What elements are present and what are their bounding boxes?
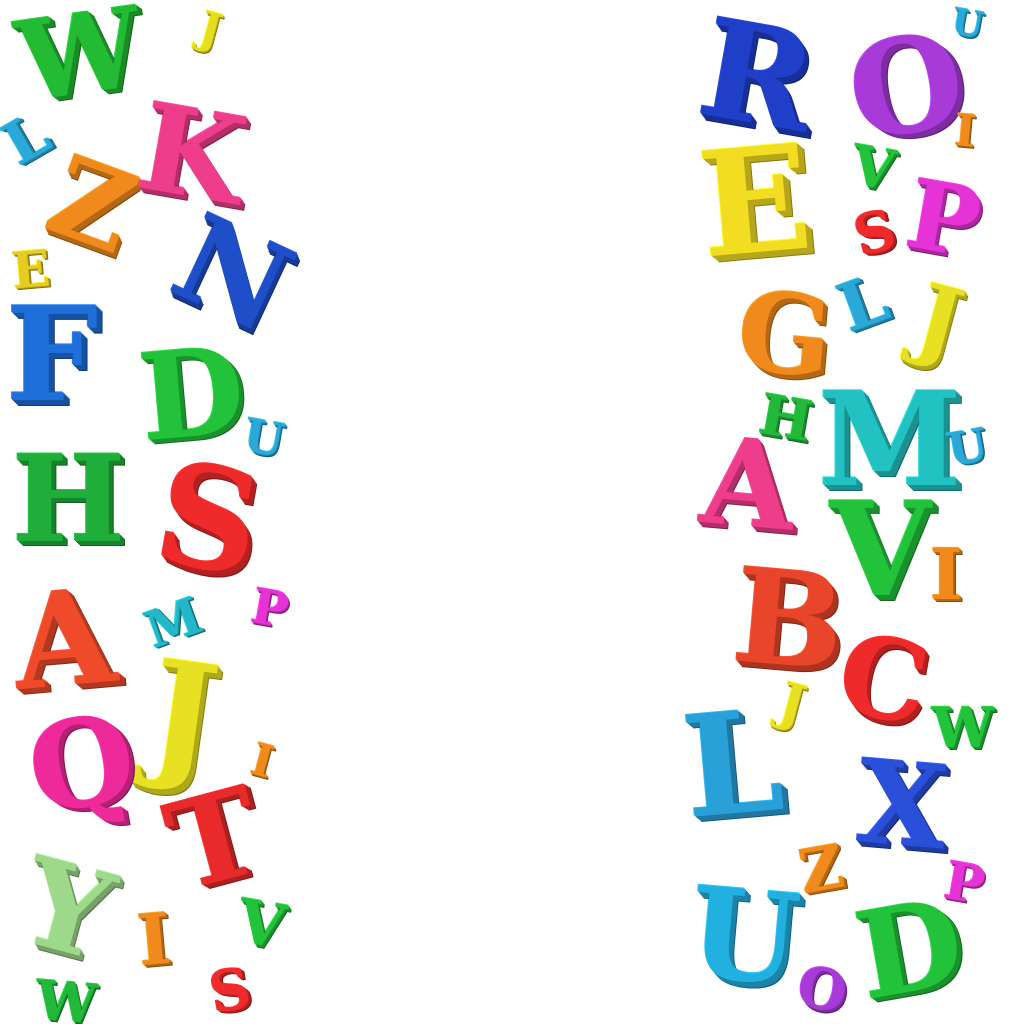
right-letter-a: A [696, 410, 802, 559]
left-letter-s: S [204, 954, 256, 1024]
left-letter-f: F [6, 278, 99, 431]
right-letter-u: U [948, 0, 987, 48]
right-letter-l: L [828, 258, 899, 348]
right-letter-u: U [683, 859, 806, 1015]
right-letter-b: B [727, 538, 851, 701]
right-letter-m: M [818, 363, 962, 516]
left-letter-y: Y [7, 830, 127, 989]
right-letter-p: P [898, 158, 989, 281]
right-letter-i: I [952, 105, 978, 158]
right-letter-e: E [692, 112, 818, 292]
left-letter-i: I [245, 734, 279, 789]
right-letter-w: W [932, 695, 994, 760]
left-letter-v: V [232, 886, 291, 964]
right-letter-o: O [792, 953, 853, 1024]
left-letter-h: H [12, 429, 126, 570]
right-letter-v: V [830, 473, 931, 626]
left-letter-q: Q [18, 686, 146, 844]
left-letter-p: P [247, 578, 293, 640]
left-letter-w: W [9, 0, 150, 127]
right-letter-l: L [677, 679, 790, 851]
right-letter-c: C [829, 608, 939, 751]
left-letter-j: J [193, 2, 228, 57]
right-letter-d: D [846, 871, 974, 1024]
left-letter-i: I [134, 896, 175, 983]
left-letter-w: W [33, 967, 100, 1024]
right-letter-j: J [905, 263, 974, 377]
right-letter-v: V [846, 131, 901, 204]
right-letter-i: I [930, 533, 963, 616]
right-letter-u: U [943, 417, 992, 478]
right-letter-x: X [852, 734, 953, 877]
right-letter-s: S [847, 195, 903, 270]
